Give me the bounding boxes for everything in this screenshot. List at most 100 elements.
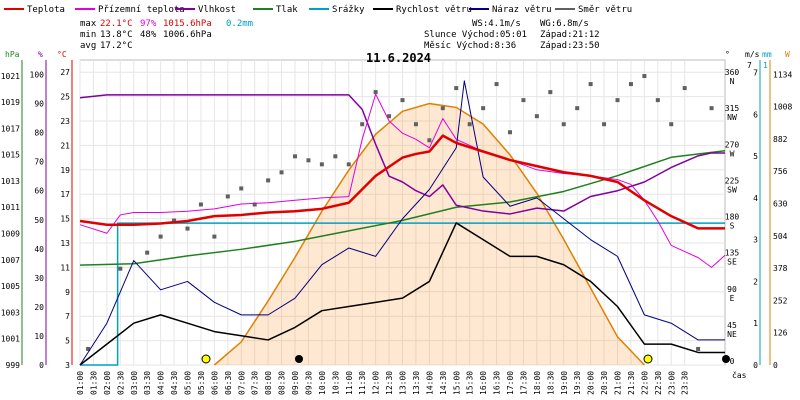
x-tick-label: 10:00 (318, 371, 327, 395)
direction-axis-unit: ° (725, 50, 730, 59)
wind-direction-point (481, 106, 486, 111)
x-tick-label: 22:30 (654, 371, 663, 395)
x-tick-label: 02:30 (116, 371, 125, 395)
wind-tick-label: 6 (753, 110, 758, 119)
stats-max-label: max (80, 19, 97, 29)
sunrise-marker (201, 354, 211, 364)
wind-tick-label: 7 (753, 69, 758, 78)
wind-speed-line (79, 222, 725, 366)
x-tick-label: 03:30 (143, 371, 152, 395)
humidity-tick-label: 50 (34, 216, 44, 225)
wind-direction-point (467, 122, 472, 127)
wind-direction-point (198, 202, 203, 207)
direction-tick-label: 0 (730, 357, 735, 366)
wind-direction-point (628, 82, 633, 87)
humidity-axis-unit: % (38, 50, 43, 59)
x-tick-label: 01:00 (76, 371, 85, 395)
humidity-tick-label: 80 (34, 129, 44, 138)
direction-compass-label: NE (727, 330, 737, 339)
stats-min-label: min (80, 30, 96, 40)
solar-tick-label: 756 (773, 167, 788, 176)
wind-direction-point (548, 90, 553, 95)
x-tick-label: 17:30 (519, 371, 528, 395)
wind-tick-label: 3 (753, 236, 758, 245)
wind-direction-point (534, 114, 539, 119)
x-tick-label: 16:30 (493, 371, 502, 395)
direction-compass-label: S (730, 222, 735, 231)
x-tick-label: 23:30 (681, 371, 690, 395)
x-tick-label: 18:30 (546, 371, 555, 395)
x-tick-label: 06:30 (224, 371, 233, 395)
pressure-tick-label: 1013 (1, 177, 20, 186)
wind-direction-point (293, 154, 297, 159)
stats-min-hum: 48% (140, 30, 157, 40)
stats-max-rain: 0.2mm (226, 19, 253, 29)
direction-compass-label: E (730, 294, 735, 303)
x-tick-label: 12:00 (372, 371, 381, 395)
wind-direction-point (86, 346, 91, 351)
humidity-tick-label: 90 (34, 100, 44, 109)
stats-block: max 22.1°C 97% 1015.6hPa 0.2mm min 13.8°… (80, 19, 600, 51)
stats-avg-label: avg (80, 41, 96, 51)
x-tick-label: 04:00 (157, 371, 166, 395)
stats-min-press: 1006.6hPa (163, 30, 212, 40)
solar-radiation-area (214, 103, 645, 366)
wind-direction-point (172, 218, 177, 223)
wind-direction-point (212, 234, 217, 239)
x-tick-label: 17:00 (506, 371, 515, 395)
solar-tick-label: 0 (773, 361, 778, 370)
wind-direction-point (521, 98, 526, 103)
moonrise-marker (295, 355, 303, 363)
pressure-tick-label: 1011 (1, 203, 20, 212)
wind-direction-point (655, 98, 660, 103)
humidity-tick-label: 20 (34, 303, 44, 312)
temperature-tick-label: 13 (60, 239, 70, 248)
pressure-line (79, 149, 726, 266)
solar-tick-label: 630 (773, 200, 788, 209)
pressure-tick-label: 999 (6, 361, 21, 370)
wind-direction-point (709, 106, 714, 111)
wind-direction-point (252, 202, 257, 207)
temperature-tick-label: 5 (65, 337, 70, 346)
legend-label-wind-speed: Rychlost větru (396, 5, 472, 15)
direction-compass-label: NW (727, 113, 737, 122)
direction-tick-label: 360 (725, 68, 740, 77)
wind-direction-point (427, 138, 432, 143)
solar-tick-label: 378 (773, 264, 788, 273)
direction-compass-label: SW (727, 185, 737, 194)
x-tick-label: 05:00 (184, 371, 193, 395)
x-axis-ticks: 01:00 01:30 02:00 02:30 03:00 03:30 04:00 04:30… (76, 371, 690, 395)
stats-moonset: Západ:23:50 (540, 41, 600, 51)
stats-max-temp: 22.1°C (100, 19, 133, 29)
x-tick-label: 12:30 (385, 371, 394, 395)
x-tick-label: 20:30 (600, 371, 609, 395)
sunset-marker (643, 354, 653, 364)
legend-label-pressure: Tlak (276, 5, 298, 15)
temperature-tick-label: 15 (60, 215, 70, 224)
wind-direction-point (319, 162, 324, 167)
direction-tick-label: 270 (725, 140, 740, 149)
wind-axis-unit: m/s (745, 50, 760, 59)
x-tick-label: 11:30 (358, 371, 367, 395)
wind-direction-point (413, 122, 418, 127)
temperature-tick-label: 27 (60, 68, 70, 77)
chart-title: 11.6.2024 (366, 51, 431, 65)
wind-direction-point (642, 74, 647, 79)
temperature-tick-label: 17 (60, 190, 70, 199)
x-tick-label: 18:00 (533, 371, 542, 395)
humidity-tick-label: 100 (30, 71, 45, 80)
x-tick-label: 06:00 (210, 371, 219, 395)
temperature-tick-label: 3 (65, 361, 70, 370)
direction-tick-label: 315 (725, 104, 740, 113)
pressure-axis-ticks: 1021 1019 1017 1015 1013 1011 1009 1007 1005 1003… (1, 72, 20, 370)
temperature-tick-label: 21 (60, 141, 70, 150)
rain-axis-top: 1 (763, 61, 768, 70)
wind-direction-point (266, 178, 271, 183)
wind-direction-point (387, 114, 392, 119)
wind-axis-ticks: 7 6 5 4 3 2 1 0 (753, 69, 758, 370)
solar-tick-label: 126 (773, 329, 788, 338)
humidity-tick-label: 10 (34, 332, 44, 341)
rain-line (80, 222, 725, 366)
stats-max-press: 1015.6hPa (163, 19, 212, 29)
humidity-tick-label: 40 (34, 245, 44, 254)
